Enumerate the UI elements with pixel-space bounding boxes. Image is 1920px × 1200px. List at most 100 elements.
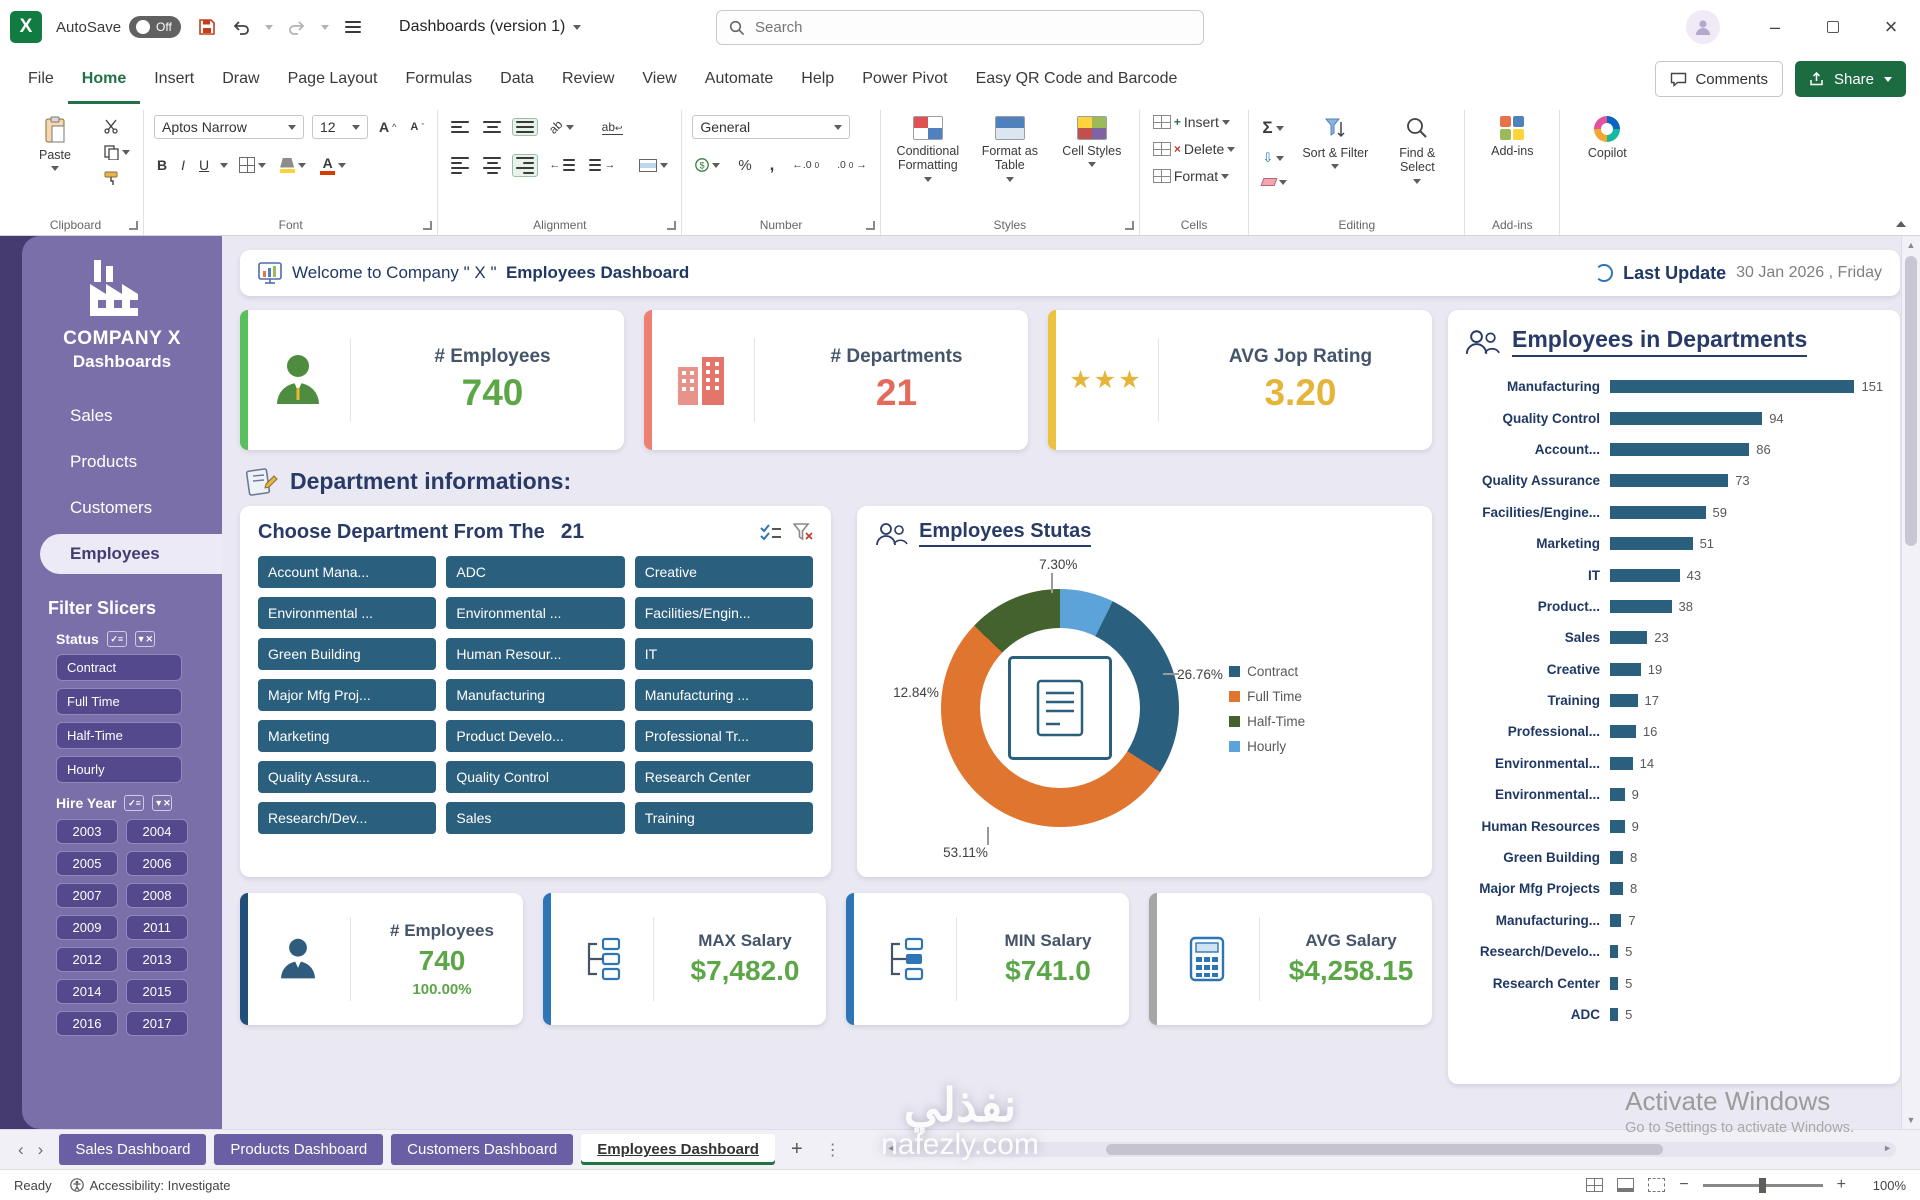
ribbon-tab[interactable]: Home xyxy=(68,54,140,104)
format-cells-button[interactable]: Format xyxy=(1150,166,1238,186)
legend-item[interactable]: Full Time xyxy=(1229,689,1305,704)
increase-font-button[interactable]: A ^ xyxy=(379,119,397,135)
clear-button[interactable] xyxy=(1259,176,1290,188)
restore-button[interactable] xyxy=(1804,0,1862,54)
department-slicer-button[interactable]: Facilities/Engin... xyxy=(634,597,814,629)
conditional-formatting-button[interactable]: Conditional Formatting xyxy=(891,112,965,213)
sheet-options-icon[interactable]: ⋮ xyxy=(824,1141,841,1159)
dept-bar[interactable] xyxy=(1610,380,1855,394)
page-layout-view-icon[interactable] xyxy=(1617,1178,1635,1192)
department-slicer-button[interactable]: Research/Dev... xyxy=(258,802,437,834)
middle-align-button[interactable] xyxy=(480,119,504,135)
hire-year-button[interactable]: 2016 xyxy=(56,1011,118,1036)
department-slicer-button[interactable]: IT xyxy=(634,638,814,670)
format-painter-button[interactable] xyxy=(100,168,133,188)
minimize-button[interactable]: – xyxy=(1769,16,1780,37)
department-slicer-button[interactable]: Training xyxy=(634,802,814,834)
horizontal-scroll-thumb[interactable] xyxy=(1105,1144,1663,1155)
bold-button[interactable]: B xyxy=(157,157,168,173)
scroll-left-icon[interactable]: ◄ xyxy=(886,1143,896,1153)
insert-cells-button[interactable]: + Insert xyxy=(1150,112,1238,132)
align-left-button[interactable] xyxy=(448,155,472,176)
borders-button[interactable] xyxy=(236,155,269,175)
align-right-button[interactable] xyxy=(512,153,539,177)
ribbon-tab[interactable]: Data xyxy=(500,70,534,87)
number-dialog-launcher-icon[interactable] xyxy=(865,221,875,230)
save-icon[interactable] xyxy=(197,17,217,37)
sheet-tab[interactable]: Sales Dashboard xyxy=(59,1134,207,1165)
collapse-ribbon-icon[interactable] xyxy=(1896,221,1906,227)
dept-bar[interactable] xyxy=(1610,442,1750,456)
undo-dropdown-icon[interactable] xyxy=(265,24,274,30)
sidebar-nav-item[interactable]: Customers xyxy=(70,498,153,517)
status-slicer-button[interactable]: Half-Time xyxy=(56,722,182,749)
search-input[interactable] xyxy=(755,19,1191,36)
status-slicer-button[interactable]: Full Time xyxy=(56,688,182,715)
department-slicer-button[interactable]: Professional Tr... xyxy=(634,720,814,752)
department-slicer-button[interactable]: Quality Control xyxy=(446,761,625,793)
hire-year-button[interactable]: 2009 xyxy=(56,915,118,940)
dept-bar[interactable] xyxy=(1610,882,1623,896)
dept-bar[interactable] xyxy=(1610,537,1693,551)
ribbon-tab[interactable]: Draw xyxy=(222,70,260,87)
font-name-select[interactable]: Aptos Narrow xyxy=(154,115,304,139)
hire-year-button[interactable]: 2005 xyxy=(56,851,118,876)
increase-decimal-button[interactable]: ←.0 0 xyxy=(792,159,820,171)
dept-bar[interactable] xyxy=(1610,788,1625,802)
ribbon-tab[interactable]: Automate xyxy=(704,70,774,87)
font-dialog-launcher-icon[interactable] xyxy=(423,221,433,230)
paste-button[interactable]: Paste xyxy=(18,112,92,213)
sidebar-nav-item[interactable]: Products xyxy=(70,452,138,471)
department-slicer-button[interactable]: Manufacturing xyxy=(446,679,625,711)
department-slicer-button[interactable]: Green Building xyxy=(258,638,437,670)
scroll-right-icon[interactable]: ► xyxy=(1883,1143,1892,1153)
sidebar-nav-item[interactable]: Sales xyxy=(70,406,113,425)
undo-icon[interactable] xyxy=(231,17,251,37)
department-slicer-button[interactable]: Quality Assura... xyxy=(258,761,437,793)
clear-filter-icon[interactable] xyxy=(793,523,813,541)
legend-item[interactable]: Half-Time xyxy=(1229,714,1305,729)
department-slicer-button[interactable]: Research Center xyxy=(634,761,814,793)
underline-button[interactable]: U xyxy=(199,157,210,173)
dept-bar[interactable] xyxy=(1610,694,1638,708)
ribbon-tab[interactable]: Power Pivot xyxy=(862,70,948,87)
department-slicer-button[interactable]: Human Resour... xyxy=(446,638,625,670)
zoom-out-icon[interactable]: − xyxy=(1679,1176,1689,1193)
dept-bar[interactable] xyxy=(1610,662,1641,676)
copy-button[interactable] xyxy=(100,142,133,162)
multiselect-icon[interactable]: ✓≡ xyxy=(106,631,127,647)
share-button[interactable]: Share xyxy=(1794,61,1906,97)
new-sheet-button[interactable]: + xyxy=(790,1138,803,1160)
quick-access-customize-icon[interactable] xyxy=(343,17,363,37)
number-format-select[interactable]: General xyxy=(692,115,851,139)
dept-bar[interactable] xyxy=(1610,474,1729,488)
hire-year-button[interactable]: 2012 xyxy=(56,947,118,972)
hire-year-button[interactable]: 2013 xyxy=(126,947,188,972)
merge-center-button[interactable] xyxy=(636,157,671,174)
dept-bar[interactable] xyxy=(1610,505,1706,519)
dept-bar[interactable] xyxy=(1610,976,1619,990)
fill-color-button[interactable] xyxy=(277,156,309,175)
ribbon-tab[interactable]: Review xyxy=(561,70,615,87)
hire-year-button[interactable]: 2011 xyxy=(126,915,188,940)
redo-dropdown-icon[interactable] xyxy=(321,24,330,30)
multiselect-icon[interactable]: ✓≡ xyxy=(124,795,145,811)
ribbon-tab[interactable]: Formulas xyxy=(405,70,473,87)
department-slicer-button[interactable]: Account Mana... xyxy=(258,556,437,588)
find-select-button[interactable]: Find & Select xyxy=(1380,112,1454,213)
hire-year-button[interactable]: 2007 xyxy=(56,883,118,908)
status-slicer-button[interactable]: Hourly xyxy=(56,756,182,783)
accessibility-status[interactable]: Accessibility: Investigate xyxy=(69,1178,230,1193)
copilot-button[interactable]: Copilot xyxy=(1570,112,1644,213)
cell-styles-button[interactable]: Cell Styles xyxy=(1055,112,1129,213)
format-as-table-button[interactable]: Format as Table xyxy=(973,112,1047,213)
clear-filter-icon[interactable]: ▼✕ xyxy=(134,631,155,647)
zoom-in-icon[interactable]: + xyxy=(1836,1176,1846,1193)
ribbon-tab[interactable]: Insert xyxy=(154,70,195,87)
horizontal-scrollbar[interactable]: ◄ ► xyxy=(882,1142,1896,1157)
dept-bar[interactable] xyxy=(1610,819,1625,833)
department-slicer-button[interactable]: Product Develo... xyxy=(446,720,625,752)
legend-item[interactable]: Contract xyxy=(1229,664,1305,679)
dept-bar[interactable] xyxy=(1610,568,1680,582)
